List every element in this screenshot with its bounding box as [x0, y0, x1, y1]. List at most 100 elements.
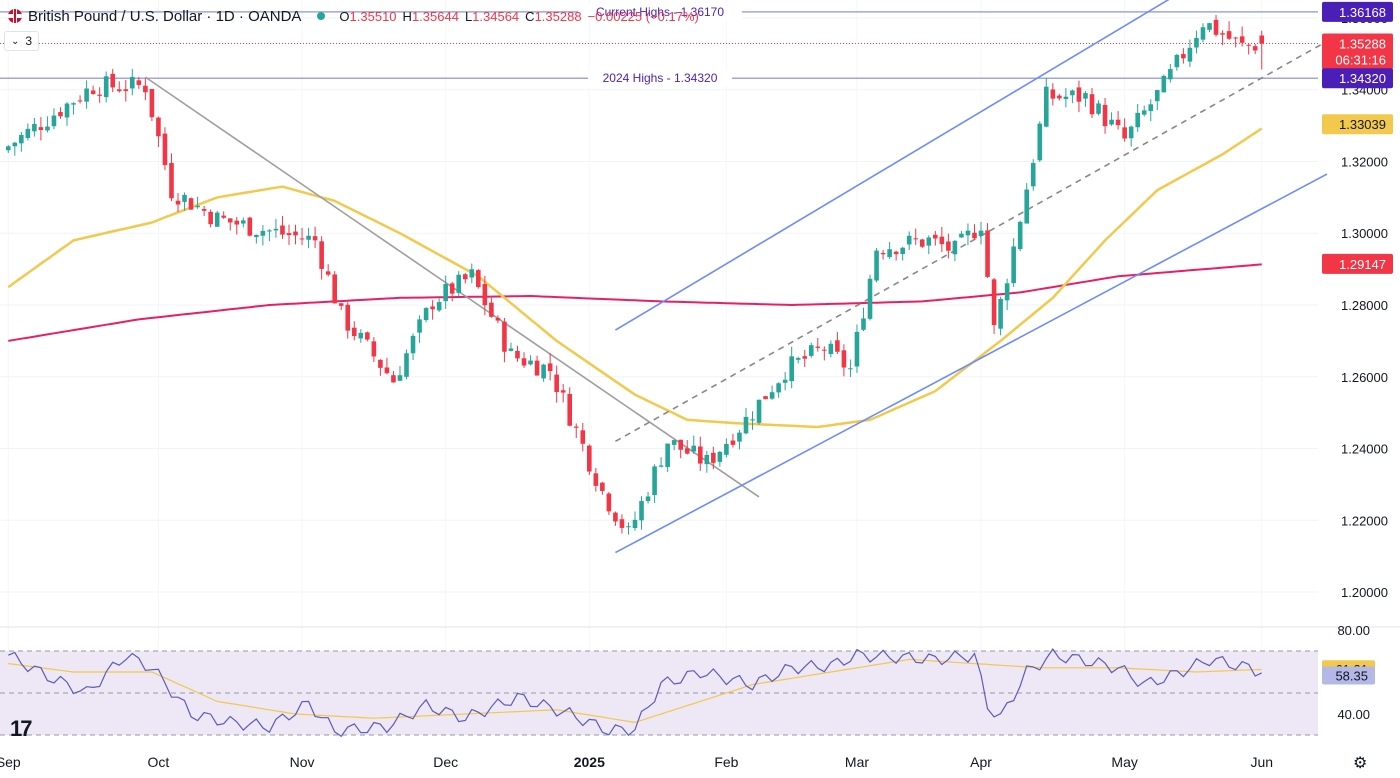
candle [1076, 80, 1082, 113]
candle [169, 153, 174, 202]
candle [136, 76, 142, 89]
candle-body [476, 270, 481, 288]
candle-body [808, 345, 814, 356]
candle-body [1194, 37, 1199, 48]
price-scale-tag [1322, 33, 1393, 70]
candle [51, 108, 57, 130]
time-axis-label: Apr [970, 754, 992, 770]
candle-body [750, 419, 755, 421]
gear-icon[interactable]: ⚙ [1353, 755, 1368, 772]
candle-body [1070, 90, 1075, 96]
candle [906, 231, 912, 250]
candle [1083, 91, 1088, 107]
candle [1213, 15, 1219, 37]
candle [1057, 93, 1062, 101]
candle [1109, 112, 1114, 126]
candle [1220, 30, 1225, 46]
candle-body [345, 304, 351, 331]
candle-body [626, 526, 631, 528]
candle [952, 239, 958, 262]
candle-body [573, 426, 579, 428]
candle [1226, 21, 1232, 41]
candle-body [972, 232, 977, 239]
change-value: −0.00225 (−0.17%) [587, 8, 699, 24]
candle [1063, 88, 1069, 108]
candle [1259, 30, 1265, 70]
candle [789, 346, 794, 389]
candle-body [5, 146, 11, 151]
indicators-toggle[interactable]: ⌄ 3 [4, 31, 40, 51]
price-tick-label: 1.20000 [1341, 585, 1388, 600]
candle-body [1174, 54, 1180, 68]
candle-body [162, 133, 168, 166]
candle-body [495, 317, 501, 321]
candle-body [1122, 127, 1127, 139]
candle [560, 384, 566, 403]
candle-body [965, 230, 971, 236]
candle-body [1187, 47, 1193, 62]
candle [208, 209, 213, 228]
candle-body [880, 252, 886, 255]
candle [946, 233, 951, 259]
symbol-header[interactable]: British Pound / U.S. Dollar · 1D · OANDA… [8, 6, 699, 26]
candle-body [717, 451, 723, 462]
ma200-line [8, 263, 1262, 342]
candle [436, 298, 442, 313]
time-axis-label: 2025 [574, 754, 605, 770]
candle [502, 317, 507, 363]
candle-body [1083, 93, 1088, 99]
candle-body [795, 358, 801, 360]
ohlc-values: O1.35510 H1.35644 L1.34564 C1.35288 −0.0… [339, 8, 699, 24]
candle-body [782, 379, 788, 383]
candle-body [763, 396, 768, 400]
candle [247, 216, 253, 237]
candle-body [90, 90, 96, 94]
candle [528, 355, 533, 366]
candle-body [384, 367, 390, 374]
candle [45, 116, 50, 133]
candle [776, 382, 781, 398]
candle [1096, 100, 1101, 116]
candle-body [1017, 221, 1023, 250]
candle-body [1141, 110, 1147, 115]
candle [25, 123, 31, 141]
candle [815, 338, 821, 352]
channel-line [615, 173, 1328, 554]
symbol-title[interactable]: British Pound / U.S. Dollar · 1D · OANDA [28, 7, 302, 25]
candle [430, 300, 435, 320]
candle-body [554, 374, 559, 393]
candle-body [469, 269, 475, 278]
candle-body [489, 302, 494, 317]
candle-body [84, 88, 89, 102]
candle-body [743, 416, 749, 434]
candle-body [51, 115, 57, 127]
candle-body [273, 228, 279, 231]
candle [1115, 111, 1121, 130]
candle-body [652, 466, 657, 496]
candle [567, 387, 573, 427]
high-value: 1.35644 [411, 8, 459, 24]
candle-body [391, 375, 396, 383]
candle [254, 234, 259, 244]
candle [130, 68, 135, 96]
candle [38, 117, 44, 141]
candle-body [776, 383, 781, 393]
candle-body [933, 234, 938, 239]
candle [573, 423, 579, 438]
candle-body [802, 356, 808, 359]
price-tick-label: 1.22000 [1341, 513, 1388, 528]
candle [697, 436, 703, 472]
candle-body [1109, 119, 1114, 125]
candle [221, 211, 227, 219]
candle-body [123, 89, 129, 92]
candle-body [306, 235, 311, 240]
channel-line [615, 0, 1170, 331]
candle-body [606, 493, 612, 512]
candle-body [116, 89, 122, 92]
candle [482, 275, 488, 316]
candle [149, 88, 155, 122]
candle-body [769, 392, 775, 399]
tradingview-logo-icon[interactable]: 17 [10, 716, 33, 741]
candle-body [1011, 246, 1016, 284]
